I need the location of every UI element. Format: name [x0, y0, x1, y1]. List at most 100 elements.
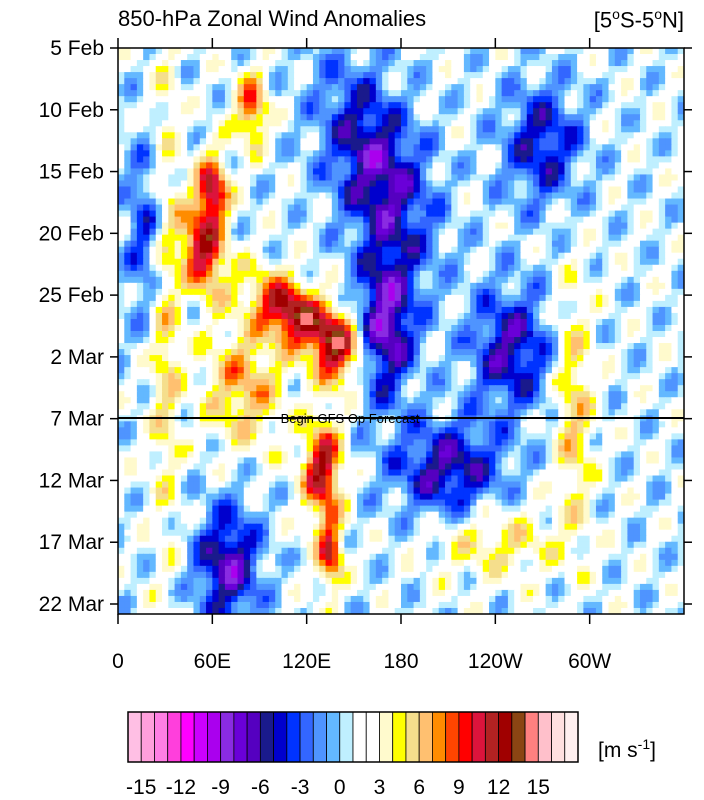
- field-cell: [162, 108, 169, 115]
- field-cell: [445, 222, 452, 230]
- field-cell: [155, 234, 163, 242]
- field-cell: [633, 66, 641, 73]
- field-cell: [533, 180, 540, 188]
- field-cell: [118, 186, 125, 194]
- field-cell: [344, 60, 352, 67]
- field-cell: [677, 66, 684, 73]
- field-cell: [350, 270, 358, 278]
- field-cell: [155, 324, 163, 332]
- field-cell: [558, 337, 566, 344]
- field-cell: [369, 84, 377, 91]
- field-cell: [401, 318, 408, 326]
- field-cell: [294, 60, 301, 67]
- field-cell: [489, 102, 496, 109]
- field-cell: [262, 144, 270, 151]
- field-cell: [652, 318, 660, 326]
- field-cell: [224, 331, 232, 338]
- field-cell: [564, 343, 572, 350]
- field-cell: [143, 60, 151, 67]
- field-cell: [451, 246, 459, 254]
- field-cell: [268, 312, 276, 320]
- field-cell: [445, 367, 452, 374]
- field-cell: [136, 60, 144, 67]
- field-cell: [526, 324, 534, 332]
- field-cell: [457, 234, 465, 242]
- field-cell: [243, 379, 251, 386]
- field-cell: [577, 210, 584, 218]
- field-cell: [482, 312, 490, 320]
- field-cell: [268, 355, 276, 362]
- field-cell: [482, 162, 490, 170]
- field-cell: [639, 264, 647, 272]
- field-cell: [118, 318, 125, 326]
- field-cell: [507, 300, 515, 308]
- field-cell: [413, 210, 421, 218]
- field-cell: [350, 367, 358, 374]
- field-cell: [564, 300, 572, 308]
- field-cell: [602, 204, 610, 212]
- field-cell: [162, 300, 169, 308]
- field-cell: [193, 114, 201, 121]
- field-cell: [608, 264, 616, 272]
- field-cell: [250, 349, 257, 356]
- field-cell: [476, 60, 484, 67]
- field-cell: [149, 66, 157, 73]
- field-cell: [350, 349, 358, 356]
- field-cell: [463, 108, 471, 115]
- field-cell: [344, 114, 352, 121]
- field-cell: [262, 300, 270, 308]
- field-cell: [633, 156, 641, 163]
- field-cell: [413, 126, 421, 133]
- field-cell: [671, 222, 679, 230]
- field-cell: [463, 264, 471, 272]
- field-cell: [533, 96, 540, 103]
- field-cell: [281, 234, 289, 242]
- field-cell: [388, 337, 396, 344]
- field-cell: [287, 337, 295, 344]
- field-cell: [545, 264, 553, 272]
- field-cell: [180, 234, 188, 242]
- field-cell: [457, 282, 465, 290]
- field-cell: [570, 174, 578, 182]
- field-cell: [237, 349, 245, 356]
- field-cell: [507, 120, 515, 127]
- field-cell: [149, 361, 157, 368]
- field-cell: [344, 138, 352, 145]
- field-cell: [206, 222, 213, 230]
- field-cell: [218, 60, 226, 67]
- field-cell: [306, 192, 314, 200]
- field-cell: [118, 126, 125, 133]
- field-cell: [520, 60, 528, 67]
- field-cell: [356, 222, 364, 230]
- field-cell: [671, 144, 679, 151]
- field-cell: [677, 312, 684, 320]
- field-cell: [671, 331, 679, 338]
- field-cell: [363, 337, 371, 344]
- field-cell: [577, 114, 584, 121]
- field-cell: [432, 54, 440, 61]
- field-cell: [130, 132, 138, 139]
- field-cell: [501, 90, 509, 97]
- field-cell: [382, 60, 390, 67]
- field-cell: [155, 306, 163, 314]
- field-cell: [306, 144, 314, 151]
- field-cell: [174, 192, 182, 200]
- field-cell: [294, 84, 301, 91]
- field-cell: [438, 306, 446, 314]
- field-cell: [445, 331, 452, 338]
- field-cell: [180, 312, 188, 320]
- field-cell: [174, 264, 182, 272]
- field-cell: [344, 306, 352, 314]
- field-cell: [162, 174, 169, 182]
- field-cell: [463, 234, 471, 242]
- field-cell: [671, 84, 679, 91]
- field-cell: [671, 150, 679, 157]
- field-cell: [520, 84, 528, 91]
- field-cell: [646, 66, 654, 73]
- field-cell: [451, 318, 459, 326]
- field-cell: [281, 246, 289, 254]
- field-cell: [639, 138, 647, 145]
- field-cell: [419, 264, 427, 272]
- field-cell: [533, 54, 540, 61]
- field-cell: [551, 192, 559, 200]
